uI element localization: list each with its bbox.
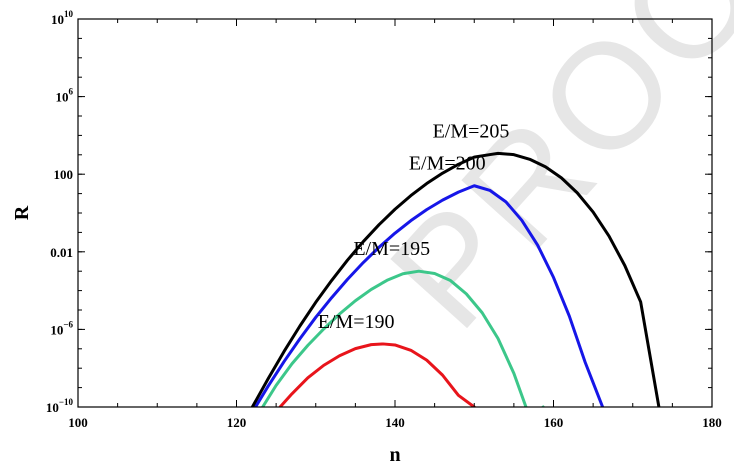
y-axis-label: R — [11, 205, 33, 220]
series-labels: E/M=205 E/M=200 E/M=195 E/M=190 — [318, 120, 510, 333]
series-label: E/M=200 — [409, 153, 486, 175]
series-label: E/M=205 — [433, 120, 510, 142]
x-tick-label: 100 — [68, 415, 88, 430]
x-tick-label: 180 — [702, 415, 722, 430]
y-tick-label: 0.01 — [50, 245, 73, 260]
x-tick-label: 120 — [227, 415, 247, 430]
x-tick-label: 160 — [544, 415, 564, 430]
plot-area — [250, 151, 661, 407]
y-tick-label: 10−6 — [50, 319, 73, 337]
y-tick-label: 106 — [56, 87, 74, 105]
x-tick-label: 140 — [385, 415, 405, 430]
x-axis-label: n — [389, 444, 400, 466]
series-label: E/M=190 — [318, 311, 395, 333]
series-label: E/M=195 — [353, 238, 430, 260]
series-line-2 — [254, 184, 605, 407]
series-line-1 — [261, 269, 545, 407]
series-line-0 — [278, 342, 476, 407]
y-tick-label: 10−10 — [46, 397, 74, 415]
y-tick-label: 1010 — [51, 9, 74, 27]
axes: 100 120 140 160 180 10−10 10−6 0.01 100 106 1010 — [46, 9, 722, 430]
y-tick-label: 100 — [54, 167, 74, 182]
series-line-3 — [250, 151, 661, 407]
proof-watermark: PROOF — [358, 0, 734, 359]
